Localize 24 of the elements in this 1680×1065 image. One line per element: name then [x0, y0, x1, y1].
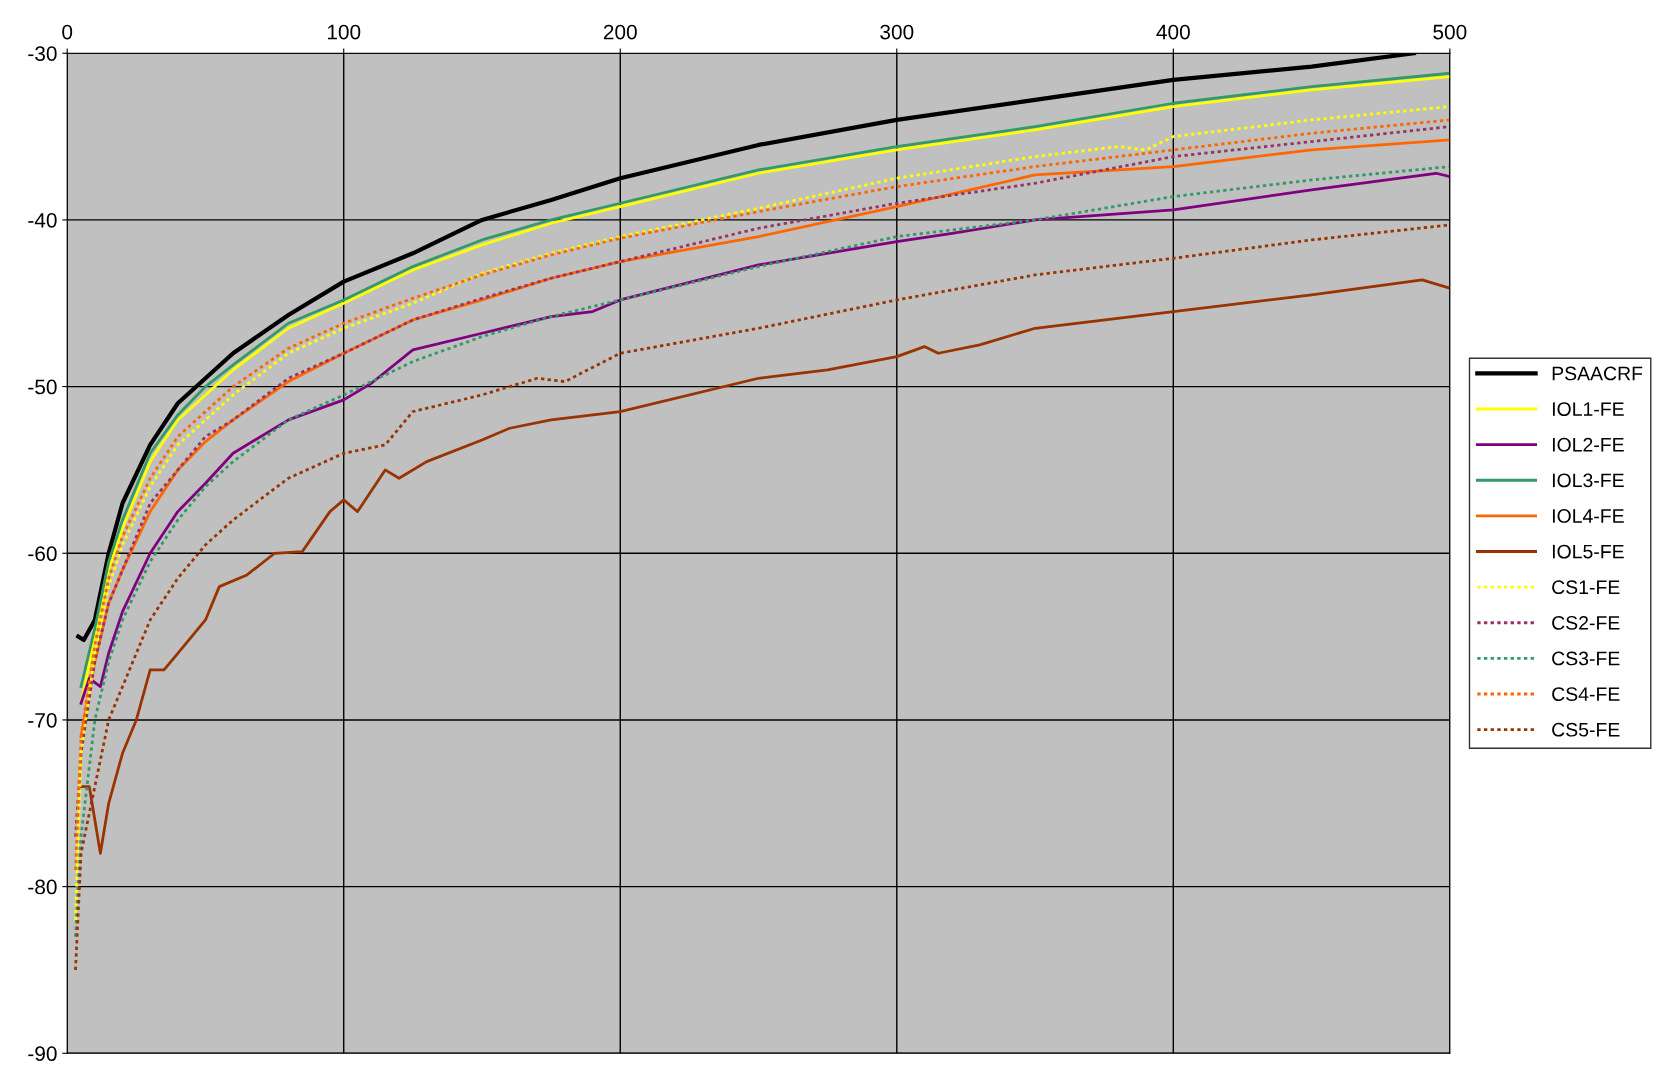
legend-label: CS2-FE — [1552, 615, 1620, 630]
legend-label: IOL1-FE — [1552, 402, 1624, 416]
legend-label: IOL2-FE — [1552, 437, 1624, 452]
x-tick-label: 0 — [62, 24, 73, 40]
x-tick-label: 100 — [327, 24, 361, 40]
y-tick-label: -90 — [28, 1046, 57, 1062]
x-tick-label: 300 — [880, 24, 914, 40]
legend-label: CS1-FE — [1552, 580, 1620, 595]
y-tick-label: -70 — [28, 712, 57, 728]
legend-label: IOL4-FE — [1552, 509, 1624, 523]
y-tick-label: -80 — [28, 879, 57, 895]
x-tick-label: 200 — [603, 24, 637, 40]
y-tick-label: -40 — [28, 212, 57, 228]
legend-label: IOL3-FE — [1552, 473, 1624, 488]
y-tick-label: -30 — [28, 46, 57, 61]
y-tick-label: -50 — [28, 379, 57, 395]
legend-label: IOL5-FE — [1552, 544, 1624, 559]
legend-label: CS5-FE — [1552, 722, 1620, 737]
legend-label: CS4-FE — [1552, 687, 1620, 701]
legend-label: PSAACRF — [1552, 366, 1643, 381]
x-tick-label: 400 — [1156, 24, 1190, 40]
legend-label: CS3-FE — [1552, 651, 1620, 666]
y-tick-label: -60 — [28, 546, 57, 562]
x-tick-label: 500 — [1433, 24, 1467, 40]
